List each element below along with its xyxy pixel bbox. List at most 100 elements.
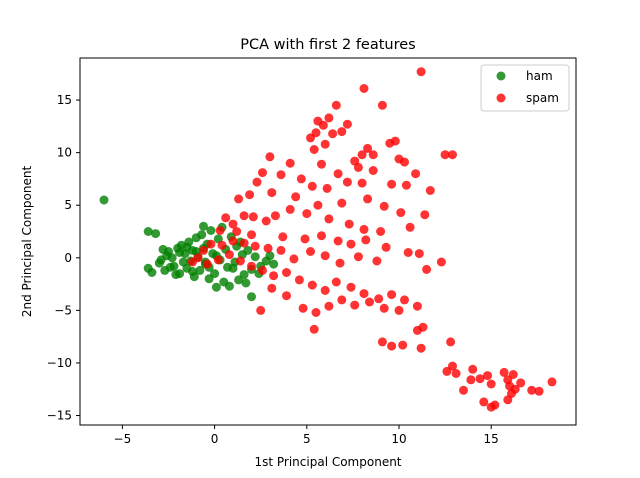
y-tick-label: −10 xyxy=(47,356,72,370)
spam-point xyxy=(405,222,415,232)
ham-point xyxy=(195,265,205,275)
points-layer xyxy=(99,67,557,412)
spam-point xyxy=(202,259,212,269)
ham-point xyxy=(182,242,192,252)
spam-point xyxy=(353,252,363,262)
spam-point xyxy=(265,152,275,162)
spam-point xyxy=(235,256,245,266)
spam-point xyxy=(333,236,343,246)
spam-point xyxy=(440,150,450,160)
ham-point xyxy=(167,253,177,263)
spam-point xyxy=(307,280,317,290)
ham-point xyxy=(165,262,175,272)
x-tick-label: 0 xyxy=(211,432,219,446)
spam-point xyxy=(403,248,413,257)
spam-point xyxy=(359,224,369,234)
ham-point xyxy=(171,270,181,280)
ham-point xyxy=(158,244,168,254)
spam-point xyxy=(368,150,378,160)
spam-point xyxy=(256,305,266,315)
spam-point xyxy=(387,341,397,351)
legend-label-ham: ham xyxy=(526,69,553,83)
spam-point xyxy=(258,265,267,275)
spam-point xyxy=(387,179,397,189)
spam-point xyxy=(285,158,295,168)
spam-point xyxy=(357,150,367,160)
spam-point xyxy=(291,192,301,202)
spam-point xyxy=(374,294,384,304)
spam-point xyxy=(307,181,317,191)
spam-point xyxy=(289,254,299,264)
spam-point xyxy=(400,157,409,167)
chart-title: PCA with first 2 features xyxy=(240,37,415,53)
spam-point xyxy=(276,170,286,180)
spam-point xyxy=(213,255,223,265)
spam-point xyxy=(359,84,369,93)
spam-point xyxy=(547,377,557,387)
spam-point xyxy=(306,247,315,256)
spam-point xyxy=(282,291,291,301)
spam-point xyxy=(411,169,421,179)
spam-point xyxy=(317,159,326,169)
spam-point xyxy=(322,183,332,193)
spam-point xyxy=(228,236,238,246)
spam-point xyxy=(394,305,404,315)
spam-point xyxy=(379,201,389,211)
legend: ham spam xyxy=(480,64,570,112)
spam-point xyxy=(342,177,352,187)
y-axis-ticks: −15 −10 −5 0 5 10 15 xyxy=(47,93,80,423)
spam-point xyxy=(224,250,234,260)
spam-point xyxy=(508,370,518,379)
spam-point xyxy=(446,337,456,347)
ham-point xyxy=(250,252,260,262)
x-tick-label: 10 xyxy=(391,432,406,446)
spam-point xyxy=(285,204,295,214)
spam-point xyxy=(359,289,369,299)
ham-point xyxy=(197,230,207,240)
spam-point xyxy=(451,369,461,378)
spam-point xyxy=(320,285,330,295)
spam-point xyxy=(324,214,334,224)
x-tick-label: 15 xyxy=(484,432,499,446)
spam-point xyxy=(346,239,356,249)
spam-point xyxy=(247,230,256,240)
spam-point xyxy=(412,301,422,311)
spam-point xyxy=(372,256,382,266)
y-tick-label: 15 xyxy=(57,93,72,107)
spam-point xyxy=(221,213,231,223)
spam-point xyxy=(387,290,397,300)
spam-point xyxy=(357,178,367,188)
spam-point xyxy=(337,198,347,208)
ham-point xyxy=(147,268,157,277)
y-tick-label: 0 xyxy=(64,251,72,265)
ham-point xyxy=(247,292,256,302)
spam-point xyxy=(282,268,291,277)
spam-point xyxy=(486,379,496,389)
spam-point xyxy=(418,322,428,332)
spam-point xyxy=(346,282,356,292)
y-axis-label: 2nd Principal Component xyxy=(20,166,34,318)
x-tick-label: 5 xyxy=(303,432,311,446)
spam-point xyxy=(320,139,330,149)
spam-point xyxy=(294,275,304,285)
spam-point xyxy=(333,169,343,179)
spam-point xyxy=(468,364,478,374)
legend-marker-ham xyxy=(496,71,506,81)
spam-point xyxy=(278,232,288,242)
plot-area xyxy=(79,57,577,426)
spam-point xyxy=(499,367,509,377)
spam-point xyxy=(436,257,446,267)
spam-point xyxy=(377,100,387,110)
spam-point xyxy=(448,361,457,371)
spam-point xyxy=(479,397,489,407)
spam-point xyxy=(459,385,468,395)
series-ham xyxy=(99,195,279,302)
spam-point xyxy=(261,216,271,226)
y-tick-label: −5 xyxy=(54,303,72,317)
spam-point xyxy=(234,194,244,204)
legend-label-spam: spam xyxy=(526,91,559,105)
ham-point xyxy=(175,248,185,257)
spam-point xyxy=(324,113,334,123)
spam-point xyxy=(350,300,360,310)
